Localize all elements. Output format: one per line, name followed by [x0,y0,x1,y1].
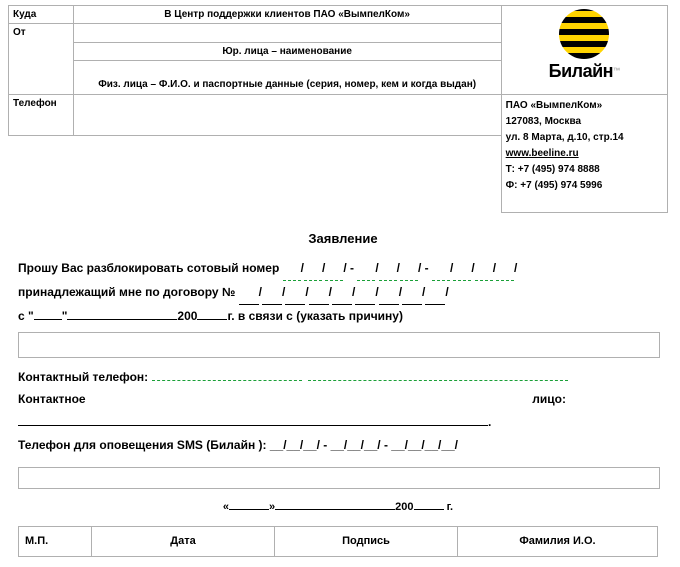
hdr-tel-label: Телефон [9,95,74,136]
num-slot [400,257,418,281]
company-site-link[interactable]: www.beeline.ru [506,148,579,159]
line3: с " " 200 г. в связи с (указать причину) [18,305,668,328]
sig-day [229,509,269,510]
num-slot [432,257,450,281]
hdr-sub1: Юр. лица – наименование [73,43,501,61]
line1: Прошу Вас разблокировать сотовый номер /… [18,257,668,281]
hdr-spacer [9,136,502,213]
contact-person-a: Контактное [18,392,86,406]
contract-slot [309,281,329,305]
num-slot [496,257,514,281]
hdr-center-title: В Центр поддержки клиентов ПАО «ВымпелКо… [73,6,501,24]
line3c: 200 [177,309,197,323]
contact-person-b: лицо: [532,392,566,406]
date-day [34,319,62,320]
sig-fio: Фамилия И.О. [458,526,658,556]
contract-slot [332,281,352,305]
beeline-logo-icon [559,9,609,59]
sms-label: Телефон для оповещения SMS (Билайн ): [18,438,267,452]
hdr-sub2: Физ. лица – Ф.И.О. и паспортные данные (… [73,61,501,95]
num-slot [304,257,322,281]
company-tel: Т: +7 (495) 974 8888 [506,162,663,178]
company-fax: Ф: +7 (495) 974 5996 [506,178,663,194]
contract-slot [425,281,445,305]
contract-slot [402,281,422,305]
num-slot [453,257,471,281]
person-underline [18,425,488,426]
contact-phone-line: Контактный телефон: [18,366,668,389]
company-addr1: 127083, Москва [506,114,663,130]
company-name: ПАО «ВымпелКом» [506,98,663,114]
sig-date: Дата [92,526,275,556]
logo-cell: Билайн™ [501,6,667,95]
line2: принадлежащий мне по договору № / / / / … [18,281,668,305]
line3a: с " [18,309,34,323]
company-addr2: ул. 8 Марта, д.10, стр.14 [506,130,663,146]
signature-table: М.П. Дата Подпись Фамилия И.О. [18,526,658,557]
hdr-kuda-label: Куда [9,6,74,24]
spacer-box [18,467,660,489]
num-slot [475,257,493,281]
sig-ds: г. [447,501,454,513]
sig-mp: М.П. [19,526,92,556]
num-slot [379,257,397,281]
line1-text: Прошу Вас разблокировать сотовый номер [18,261,279,275]
sig-sign: Подпись [275,526,458,556]
hdr-ot-label: От [9,24,74,95]
hdr-tel-value [73,95,501,136]
sig-dm: » [269,501,275,513]
body-area: Заявление Прошу Вас разблокировать сотов… [18,227,668,557]
header-table: Куда В Центр поддержки клиентов ПАО «Вым… [8,5,668,213]
sig-dy: 200 [395,501,413,513]
sig-dp: « [223,501,229,513]
sig-month [275,509,395,510]
contract-slot [285,281,305,305]
date-month [67,319,177,320]
hdr-blank1 [73,24,501,43]
logo-text-wrap: Билайн™ [506,61,663,82]
line3b: " [62,309,68,323]
line3d: г. в связи с (указать причину) [227,309,403,323]
company-site: www.beeline.ru [506,146,663,162]
num-slot [283,257,301,281]
num-slot [325,257,343,281]
contract-slot [355,281,375,305]
contract-slot [239,281,259,305]
logo-tm: ™ [613,68,620,75]
contact-phone-field [152,380,302,381]
line2-text: принадлежащий мне по договору № [18,285,235,299]
logo-text: Билайн [549,61,613,81]
contract-slot [379,281,399,305]
company-block: ПАО «ВымпелКом» 127083, Москва ул. 8 Мар… [501,95,667,213]
sms-line: Телефон для оповещения SMS (Билайн ): __… [18,434,668,457]
sig-date-line: « » 200 г. [18,495,658,520]
sig-year [414,509,444,510]
contact-phone-label: Контактный телефон: [18,370,148,384]
contract-slot [262,281,282,305]
page: Куда В Центр поддержки клиентов ПАО «Вым… [0,5,680,567]
reason-box[interactable] [18,332,660,358]
doc-title: Заявление [18,227,668,252]
num-slot [357,257,375,281]
contact-person-line: Контактное лицо: [18,388,668,411]
date-year [197,319,227,320]
contact-person-underline: . [18,411,668,434]
contact-phone-field2 [308,380,568,381]
